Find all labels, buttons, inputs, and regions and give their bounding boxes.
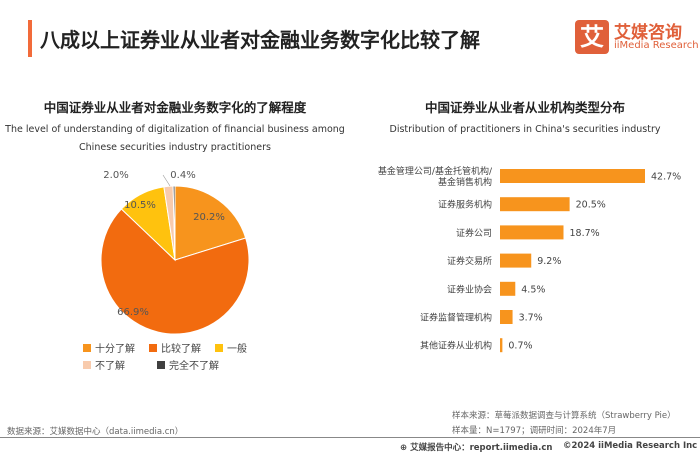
legend-item: 比较了解	[149, 340, 201, 355]
legend-swatch	[83, 343, 91, 352]
pie-data-label: 20.2%	[193, 212, 225, 223]
pie-legend-row-2: 不了解 完全不了解	[83, 357, 219, 372]
bar	[500, 253, 532, 268]
sample-size: 样本量：N=1797；调研时间：2024年7月	[452, 426, 617, 436]
logo-mark: 艾	[575, 20, 609, 54]
pie-subtitle-1: The level of understanding of digitaliza…	[5, 124, 345, 135]
logo-en: iiMedia Research	[614, 40, 699, 51]
category-label: 基金销售机构	[438, 176, 492, 188]
pie-slice	[100, 208, 250, 335]
bar-data-label: 20.5%	[576, 200, 606, 211]
pie-legend-row-1: 十分了解 比较了解 一般	[83, 340, 247, 355]
pie-title: 中国证券业从业者对金融业务数字化的了解程度	[43, 100, 307, 115]
category-label: 基金管理公司/基金托管机构/	[378, 165, 493, 177]
copyright: ©2024 iiMedia Research Inc	[563, 441, 698, 451]
bar	[500, 169, 645, 183]
bar	[500, 310, 513, 324]
legend-item: 完全不了解	[157, 357, 219, 372]
pie-slice	[172, 185, 176, 261]
legend-label: 不了解	[95, 361, 125, 372]
legend-label: 一般	[227, 344, 247, 355]
legend-label: 完全不了解	[169, 361, 219, 372]
legend-label: 比较了解	[161, 344, 201, 355]
category-label: 证券服务机构	[438, 199, 492, 211]
page-title: 八成以上证券业从业者对金融业务数字化比较了解	[40, 28, 480, 52]
bar-chart: 基金管理公司/基金托管机构/基金销售机构 42.7% 证券服务机构 20.5% 证券公司…	[378, 165, 681, 353]
pie-slice	[174, 185, 247, 261]
bar-data-label: 3.7%	[519, 313, 543, 324]
data-source: 数据来源：艾媒数据中心（data.iimedia.cn）	[7, 427, 184, 437]
category-label: 其他证券从业机构	[420, 340, 492, 352]
bar	[500, 281, 516, 296]
pie-chart: 20.2% 66.9% 10.5% 2.0% 0.4%	[100, 170, 250, 335]
legend-swatch	[157, 360, 165, 369]
pie-subtitle-2: Chinese securities industry practitioner…	[79, 142, 271, 153]
bar-data-label: 0.7%	[508, 341, 532, 352]
legend-item: 十分了解	[83, 340, 135, 355]
pie-data-label: 10.5%	[124, 200, 156, 211]
category-label: 证券监督管理机构	[420, 312, 492, 324]
category-label: 证券公司	[456, 227, 492, 239]
legend-label: 十分了解	[95, 344, 135, 355]
legend-item: 不了解	[83, 357, 143, 372]
legend-swatch	[215, 343, 223, 352]
footer-divider	[0, 437, 700, 438]
pie-data-label: 2.0%	[103, 170, 128, 181]
bar-data-label: 9.2%	[537, 256, 561, 267]
legend-item: 一般	[215, 340, 247, 355]
bar	[500, 197, 570, 212]
category-label: 证券业协会	[447, 283, 492, 295]
bar-subtitle: Distribution of practitioners in China's…	[389, 124, 661, 135]
bar	[500, 225, 564, 240]
legend-swatch	[83, 360, 91, 369]
globe-icon: ⊕	[400, 443, 411, 453]
report-center-text: 艾媒报告中心：report.iimedia.cn	[410, 443, 553, 453]
sample-source: 样本来源：草莓派数据调查与计算系统（Strawberry Pie）	[452, 411, 676, 421]
bar	[500, 338, 503, 353]
leader-line	[162, 174, 171, 187]
bar-data-label: 4.5%	[521, 284, 545, 295]
category-label: 证券交易所	[447, 255, 492, 267]
legend-swatch	[149, 343, 157, 352]
logo-cn: 艾媒咨询	[614, 23, 682, 43]
bar-title: 中国证券业从业者从业机构类型分布	[424, 100, 625, 115]
pie-data-label: 66.9%	[117, 307, 149, 318]
report-center: ⊕ 艾媒报告中心：report.iimedia.cn	[400, 441, 552, 453]
bar-data-label: 42.7%	[651, 172, 681, 183]
bar-data-label: 18.7%	[570, 228, 600, 239]
pie-data-label: 0.4%	[170, 170, 195, 181]
title-accent-bar	[28, 20, 32, 57]
